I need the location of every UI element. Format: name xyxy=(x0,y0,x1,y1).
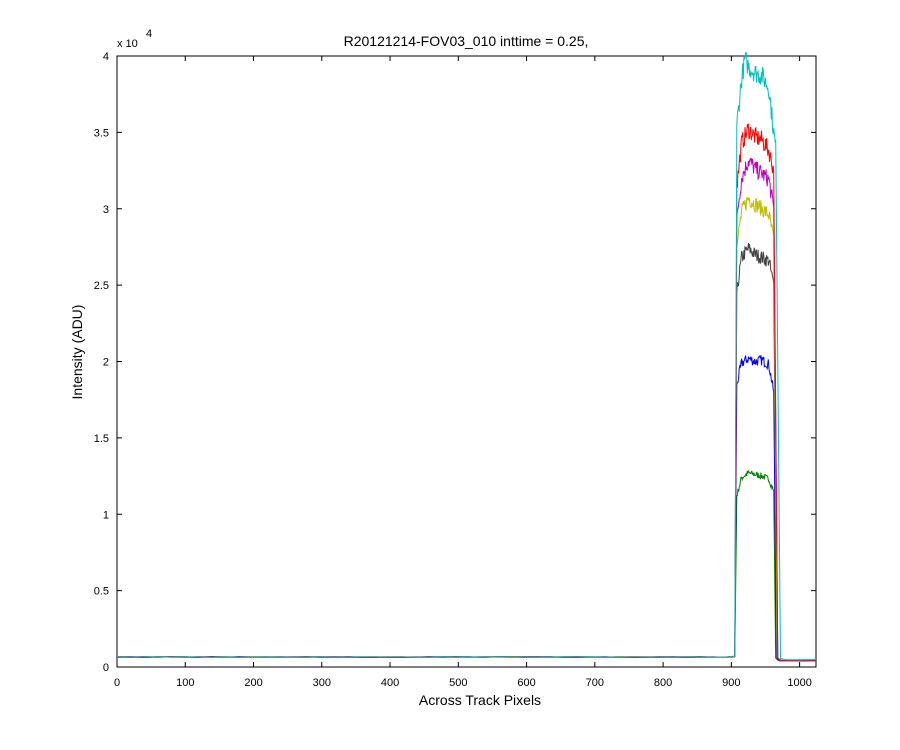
x-tick-label: 1000 xyxy=(787,677,811,689)
y-tick-label: 3 xyxy=(103,204,109,216)
x-tick-label: 200 xyxy=(244,677,262,689)
x-tick-label: 0 xyxy=(114,677,120,689)
y-tick-label: 0.5 xyxy=(94,586,109,598)
series-line-7 xyxy=(116,52,817,661)
y-tick-label: 2 xyxy=(103,357,109,369)
x-tick-label: 300 xyxy=(313,677,331,689)
chart-title: R20121214-FOV03_010 inttime = 0.25, xyxy=(344,33,589,49)
y-tick-label: 0 xyxy=(103,662,109,674)
y-tick-label: 4 xyxy=(103,51,109,63)
x-tick-label: 900 xyxy=(722,677,740,689)
x-tick-label: 400 xyxy=(381,677,399,689)
y-tick-label: 3.5 xyxy=(94,127,109,139)
x-axis: 0 100 200 300 400 500 600 700 800 900 1000 xyxy=(114,56,812,689)
y-tick-label: 2.5 xyxy=(94,280,109,292)
y-axis: 0 0.5 1 1.5 2 2.5 3 3.5 4 xyxy=(94,51,816,674)
y-multiplier-exponent: 4 xyxy=(146,28,152,40)
y-multiplier-base: x 10 xyxy=(117,38,138,50)
x-tick-label: 700 xyxy=(586,677,604,689)
x-tick-label: 600 xyxy=(517,677,535,689)
x-tick-label: 800 xyxy=(654,677,672,689)
y-tick-label: 1.5 xyxy=(94,433,109,445)
axes-frame xyxy=(116,55,817,668)
y-axis-label: Intensity (ADU) xyxy=(69,305,85,400)
x-tick-label: 500 xyxy=(449,677,467,689)
y-tick-label: 1 xyxy=(103,509,109,521)
x-axis-label: Across Track Pixels xyxy=(419,692,541,708)
plot-area xyxy=(116,52,817,668)
x-tick-label: 100 xyxy=(176,677,194,689)
